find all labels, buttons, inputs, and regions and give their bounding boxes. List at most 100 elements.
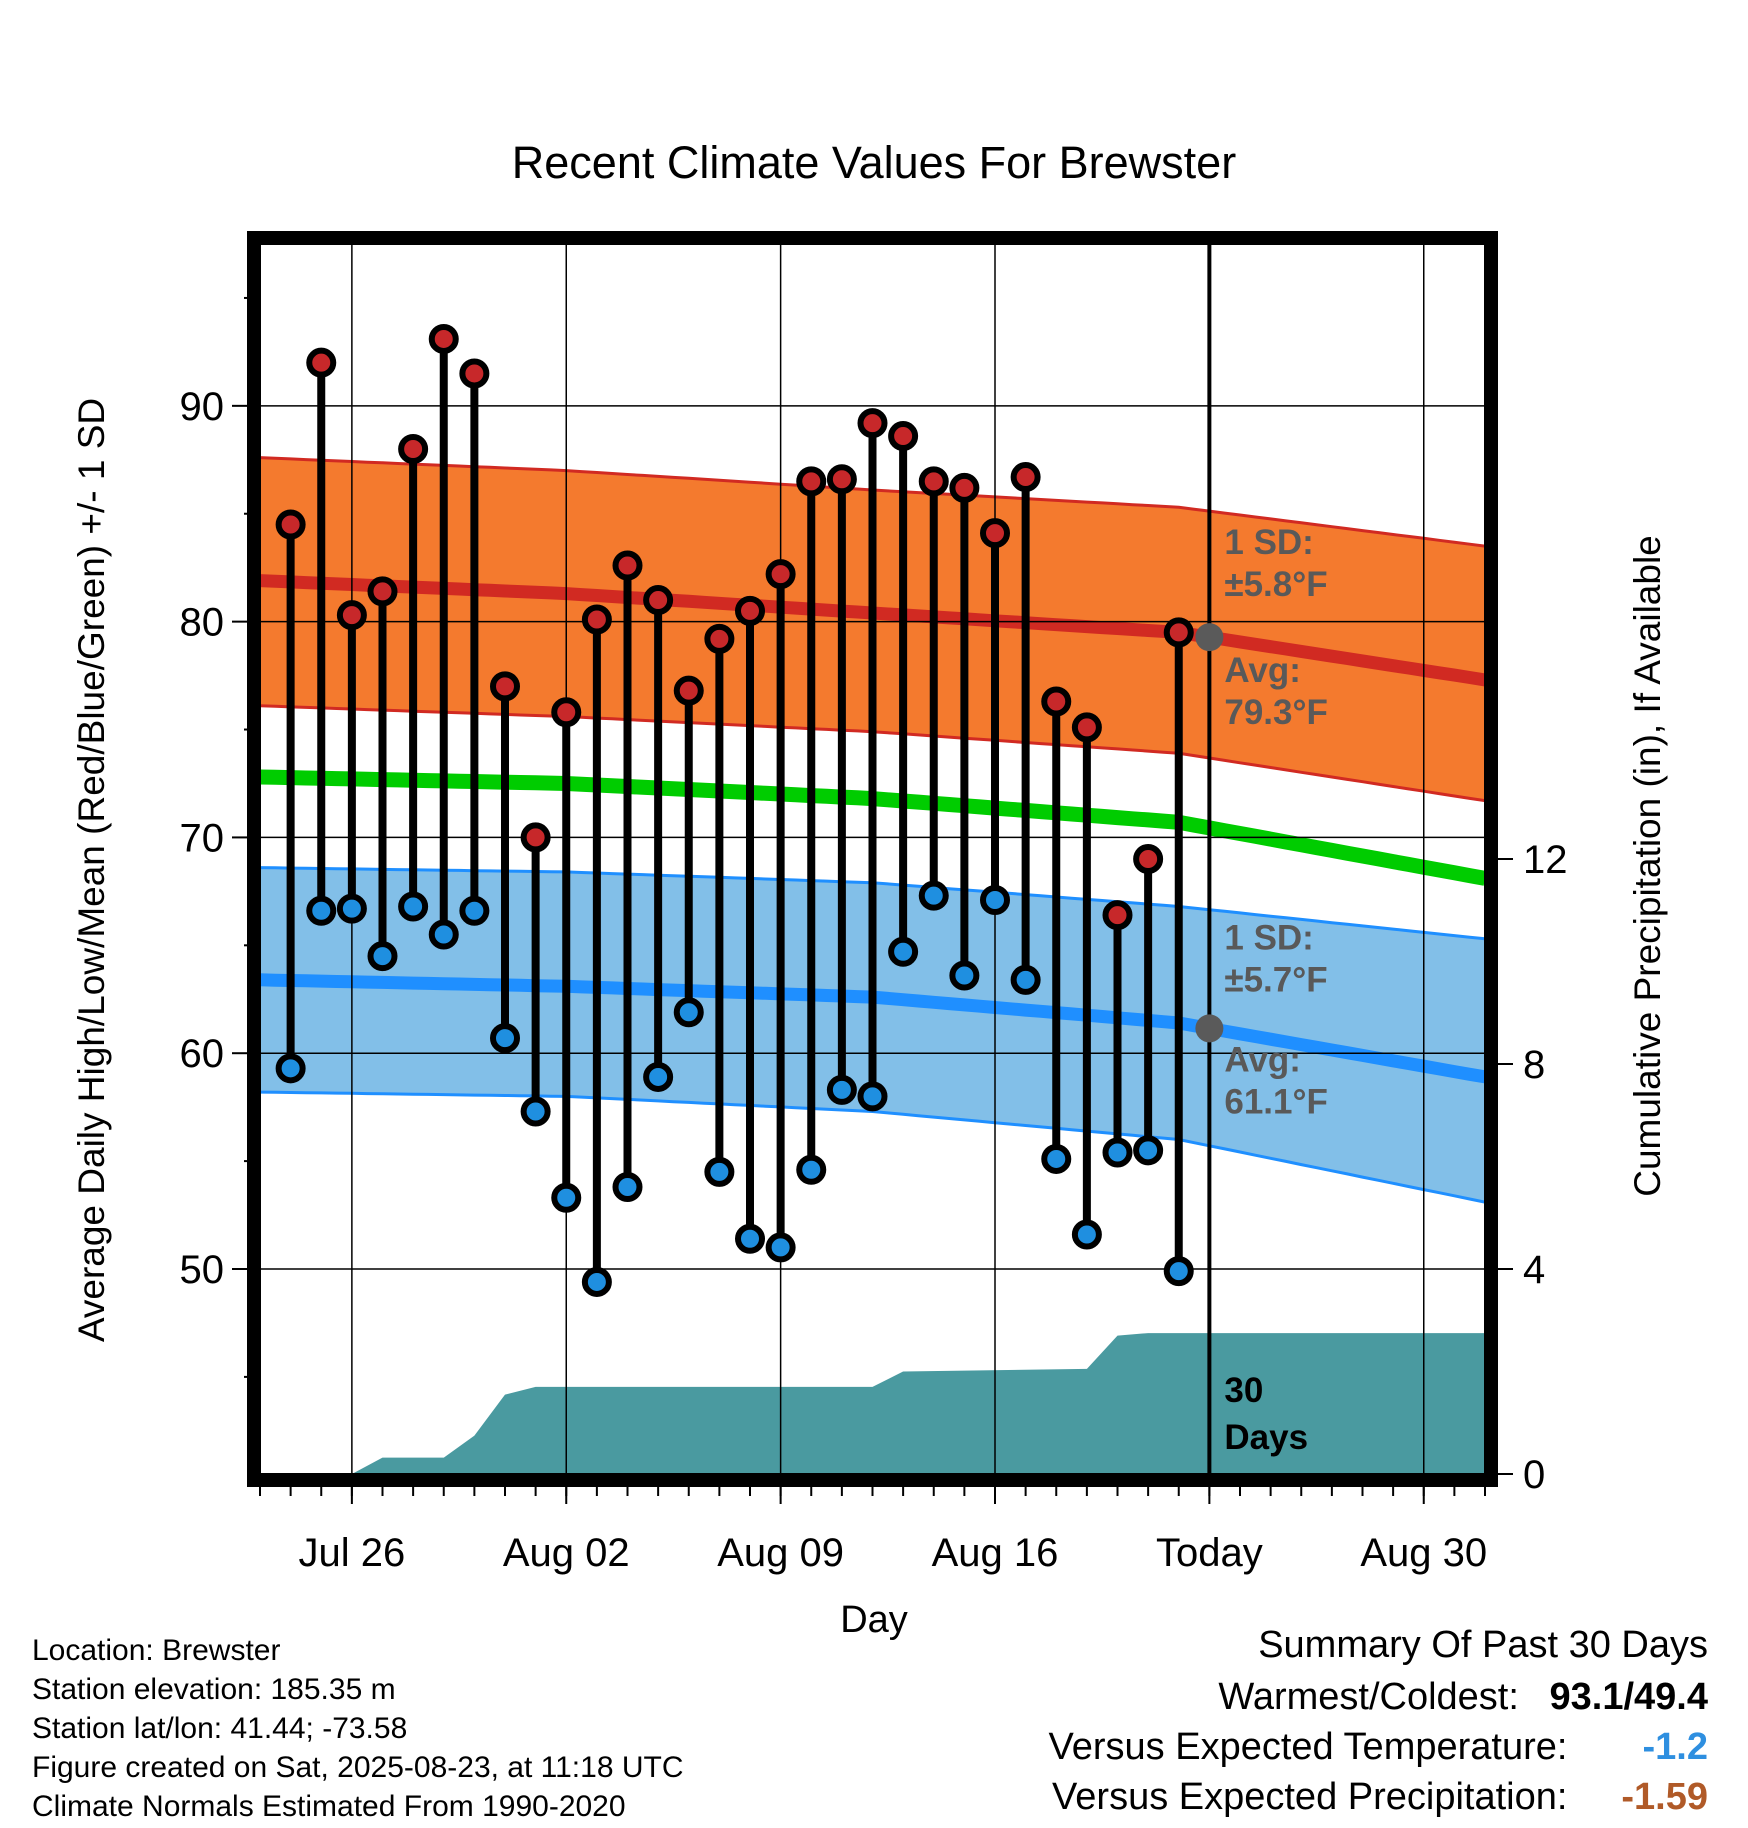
high-point bbox=[704, 623, 735, 654]
precip-label: Versus Expected Precipitation: bbox=[1052, 1776, 1568, 1818]
y2-tick-label: 12 bbox=[1523, 838, 1568, 882]
x-tick-label: Aug 16 bbox=[932, 1531, 1059, 1575]
low-point bbox=[306, 895, 337, 926]
low-point bbox=[1102, 1137, 1133, 1168]
x-axis-label: Day bbox=[840, 1599, 908, 1641]
low-point bbox=[980, 885, 1010, 915]
low-point bbox=[857, 1081, 888, 1112]
high-point bbox=[367, 576, 398, 607]
high-point bbox=[826, 464, 857, 495]
summary-temp-row: Versus Expected Temperature: -1.2 bbox=[1049, 1726, 1708, 1769]
low-point bbox=[612, 1172, 643, 1202]
low-point bbox=[1071, 1219, 1102, 1250]
days-label: Days bbox=[1224, 1418, 1308, 1457]
precip-value: -1.59 bbox=[1621, 1776, 1708, 1818]
latlon-text: Station lat/lon: 41.44; -73.58 bbox=[32, 1712, 408, 1745]
low-avg-value: 61.1°F bbox=[1224, 1082, 1328, 1121]
high-point bbox=[428, 323, 459, 354]
high-point bbox=[612, 550, 643, 581]
high-point bbox=[857, 408, 888, 439]
high-point bbox=[520, 822, 551, 853]
high-sd-label: 1 SD: bbox=[1224, 523, 1313, 562]
location-text: Location: Brewster bbox=[32, 1634, 281, 1667]
high-point bbox=[551, 697, 582, 728]
y-tick-label: 50 bbox=[180, 1248, 225, 1292]
high-sd-value: ±5.8°F bbox=[1224, 565, 1327, 604]
x-tick-label: Aug 02 bbox=[503, 1531, 630, 1575]
y-tick-label: 90 bbox=[180, 385, 225, 429]
high-point bbox=[980, 518, 1010, 549]
low-lower-line bbox=[260, 1090, 1485, 1204]
low-point bbox=[1163, 1256, 1194, 1287]
low-point bbox=[918, 880, 949, 911]
temp-label: Versus Expected Temperature: bbox=[1048, 1726, 1568, 1768]
y-tick-label: 60 bbox=[180, 1032, 225, 1076]
chart-title: Recent Climate Values For Brewster bbox=[512, 137, 1236, 188]
high-point bbox=[275, 509, 306, 540]
elevation-text: Station elevation: 185.35 m bbox=[32, 1673, 396, 1706]
low-point bbox=[428, 919, 459, 950]
y-tick-label: 70 bbox=[180, 816, 225, 860]
today-high-normal-marker bbox=[1195, 623, 1224, 652]
low-point bbox=[673, 997, 704, 1028]
low-point bbox=[581, 1266, 612, 1297]
high-point bbox=[490, 671, 520, 702]
summary-warmest-row: Warmest/Coldest: 93.1/49.4 bbox=[1218, 1676, 1708, 1718]
low-point bbox=[1041, 1143, 1072, 1174]
high-point bbox=[1102, 900, 1133, 931]
low-point bbox=[735, 1223, 765, 1254]
low-point bbox=[367, 941, 398, 972]
y2-axis-label: Cumulative Precipitation (in), If Availa… bbox=[1627, 535, 1668, 1197]
warmest-value: 93.1 bbox=[1549, 1676, 1624, 1718]
low-point bbox=[1010, 964, 1041, 995]
low-point bbox=[704, 1156, 735, 1187]
today-low-normal-marker bbox=[1195, 1014, 1224, 1043]
y2-tick-label: 0 bbox=[1523, 1453, 1545, 1497]
low-point bbox=[490, 1023, 520, 1054]
high-point bbox=[1071, 712, 1102, 743]
high-point bbox=[306, 347, 337, 378]
high-point bbox=[1010, 462, 1041, 493]
y-axis-label: Average Daily High/Low/Mean (Red/Blue/Gr… bbox=[71, 398, 112, 1342]
axes: 50 60 70 80 90 0 4 8 12 Jul 26 Aug 02 Aug 09 Aug 16 T… bbox=[180, 231, 1568, 1575]
low-point bbox=[551, 1182, 582, 1213]
x-tick-label: Aug 09 bbox=[717, 1531, 844, 1575]
low-point bbox=[336, 893, 367, 924]
temp-value: -1.2 bbox=[1642, 1726, 1708, 1768]
low-point bbox=[826, 1074, 857, 1105]
x-tick-label: Aug 30 bbox=[1360, 1531, 1487, 1575]
x-tick-label: Today bbox=[1156, 1531, 1263, 1575]
high-point bbox=[581, 604, 612, 635]
low-sd-value: ±5.7°F bbox=[1224, 961, 1327, 1000]
high-avg-value: 79.3°F bbox=[1224, 693, 1328, 732]
high-point bbox=[796, 466, 827, 497]
low-point bbox=[1133, 1135, 1164, 1166]
days-number: 30 bbox=[1224, 1371, 1263, 1410]
summary-title: Summary Of Past 30 Days bbox=[1258, 1624, 1708, 1666]
low-point bbox=[643, 1061, 674, 1092]
high-point bbox=[1133, 844, 1164, 874]
high-point bbox=[336, 600, 367, 631]
low-point bbox=[765, 1232, 796, 1263]
created-text: Figure created on Sat, 2025-08-23, at 11… bbox=[32, 1751, 684, 1784]
normals-text: Climate Normals Estimated From 1990-2020 bbox=[32, 1790, 626, 1823]
high-point bbox=[735, 595, 765, 626]
low-point bbox=[275, 1053, 306, 1084]
warmest-label: Warmest/Coldest: bbox=[1218, 1676, 1519, 1718]
high-point bbox=[888, 421, 919, 452]
high-point bbox=[1163, 617, 1194, 648]
low-point bbox=[520, 1096, 551, 1127]
summary-precip-row: Versus Expected Precipitation: -1.59 bbox=[1052, 1776, 1708, 1819]
low-avg-label: Avg: bbox=[1224, 1040, 1300, 1079]
high-point bbox=[673, 675, 704, 706]
plot-frame bbox=[247, 231, 1498, 1487]
low-point bbox=[398, 891, 429, 922]
y2-tick-label: 8 bbox=[1523, 1043, 1545, 1087]
coldest-value: 49.4 bbox=[1634, 1676, 1708, 1718]
high-point bbox=[918, 466, 949, 497]
low-point bbox=[796, 1154, 827, 1185]
high-point bbox=[765, 559, 796, 590]
high-point bbox=[459, 358, 490, 389]
